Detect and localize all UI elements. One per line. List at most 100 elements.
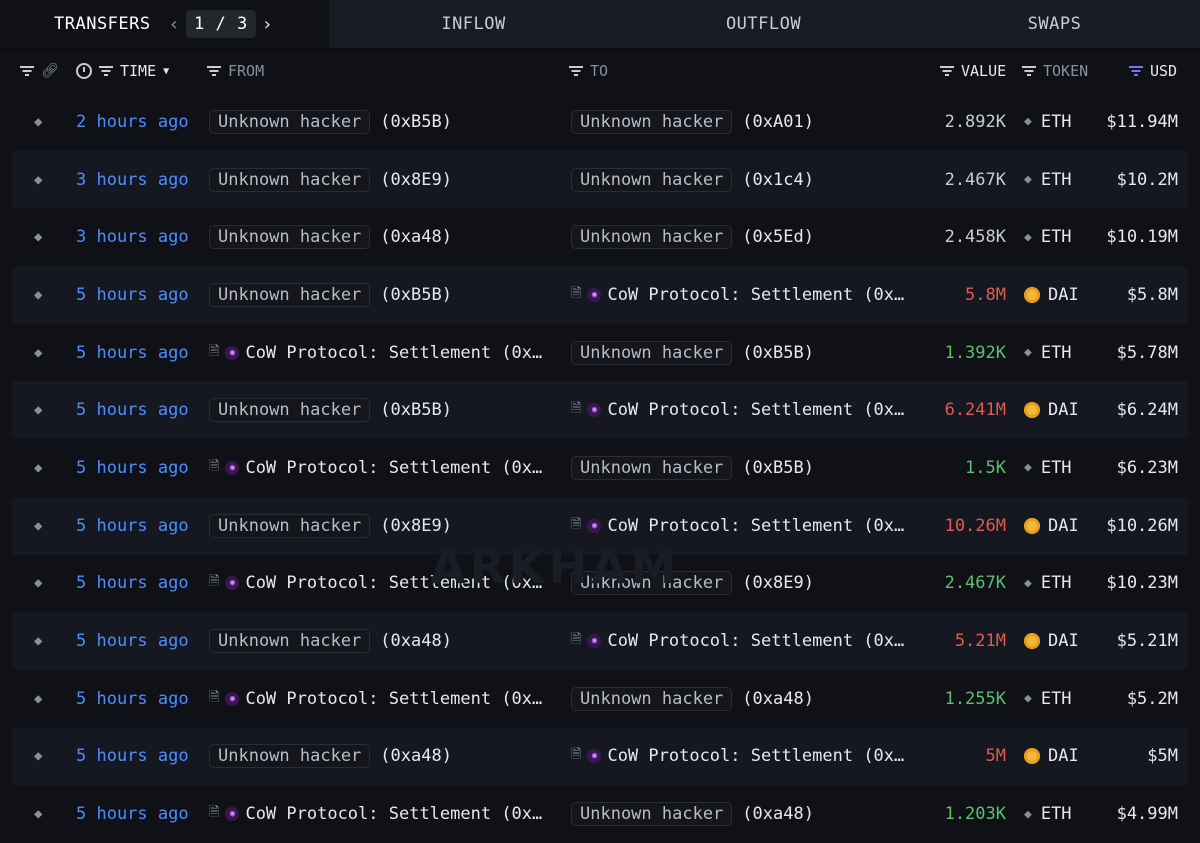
entity-label[interactable]: Unknown hacker: [209, 629, 371, 654]
entity-label[interactable]: Unknown hacker: [209, 225, 371, 250]
time-filter-icon[interactable]: [99, 66, 113, 77]
from-cell[interactable]: Unknown hacker (0xa48): [209, 629, 452, 654]
entity-label[interactable]: CoW Protocol: Settlement (0x…: [245, 457, 543, 478]
table-row[interactable]: ◆ 5 hours ago 🗎 ◉ CoW Protocol: Settlement (…: [12, 439, 1188, 497]
token-cell[interactable]: DAI: [1024, 400, 1079, 420]
from-cell[interactable]: 🗎 ◉ CoW Protocol: Settlement (0x…: [209, 572, 542, 594]
entity-label[interactable]: Unknown hacker: [571, 340, 733, 365]
cow-entity[interactable]: 🗎 ◉ CoW Protocol: Settlement (0x…: [209, 342, 542, 364]
address[interactable]: (0x1c4): [742, 169, 814, 190]
to-cell[interactable]: Unknown hacker (0xB5B): [571, 455, 814, 480]
from-filter-icon[interactable]: [207, 66, 221, 77]
entity-label[interactable]: Unknown hacker: [571, 167, 733, 192]
time-cell[interactable]: 5 hours ago: [76, 457, 189, 478]
token-cell[interactable]: ◆ ETH: [1024, 689, 1072, 709]
next-page-icon[interactable]: ›: [261, 13, 274, 35]
header-value[interactable]: VALUE: [940, 62, 1006, 80]
entity-label[interactable]: Unknown hacker: [571, 455, 733, 480]
entity-label[interactable]: Unknown hacker: [209, 513, 371, 538]
token-cell[interactable]: ◆ ETH: [1024, 343, 1072, 363]
cow-entity[interactable]: 🗎 ◉ CoW Protocol: Settlement (0x…: [571, 515, 904, 537]
entity-label[interactable]: Unknown hacker: [209, 109, 371, 134]
address[interactable]: (0xa48): [742, 804, 814, 825]
from-cell[interactable]: 🗎 ◉ CoW Protocol: Settlement (0x…: [209, 342, 542, 364]
tab-swaps[interactable]: SWAPS: [909, 0, 1200, 48]
address[interactable]: (0xa48): [742, 688, 814, 709]
token-cell[interactable]: ◆ ETH: [1024, 458, 1072, 478]
header-usd[interactable]: USD: [1129, 62, 1177, 80]
cow-entity[interactable]: 🗎 ◉ CoW Protocol: Settlement (0x…: [571, 399, 904, 421]
cow-entity[interactable]: 🗎 ◉ CoW Protocol: Settlement (0x…: [571, 630, 904, 652]
entity-label[interactable]: CoW Protocol: Settlement (0x…: [607, 631, 905, 652]
to-cell[interactable]: Unknown hacker (0x5Ed): [571, 225, 814, 250]
table-row[interactable]: ◆ 5 hours ago Unknown hacker (0xB5B) 🗎 ◉ CoW P…: [12, 381, 1188, 440]
address[interactable]: (0xa48): [380, 746, 452, 767]
from-cell[interactable]: Unknown hacker (0xB5B): [209, 282, 452, 307]
table-row[interactable]: ◆ 5 hours ago Unknown hacker (0xa48) 🗎 ◉ CoW P…: [12, 727, 1188, 786]
table-row[interactable]: ◆ 5 hours ago Unknown hacker (0xa48) 🗎 ◉ CoW P…: [12, 612, 1188, 670]
address[interactable]: (0x8E9): [380, 169, 452, 190]
time-cell[interactable]: 5 hours ago: [76, 573, 189, 594]
time-cell[interactable]: 3 hours ago: [76, 227, 189, 248]
address[interactable]: (0xB5B): [380, 111, 452, 132]
table-row[interactable]: ◆ 3 hours ago Unknown hacker (0xa48) Unknown…: [12, 208, 1188, 266]
token-cell[interactable]: ◆ ETH: [1024, 170, 1072, 190]
address[interactable]: (0x8E9): [380, 515, 452, 536]
token-filter-icon[interactable]: [1022, 66, 1036, 77]
header-token[interactable]: TOKEN: [1022, 62, 1088, 80]
entity-label[interactable]: Unknown hacker: [209, 744, 371, 769]
address[interactable]: (0xB5B): [742, 457, 814, 478]
address[interactable]: (0xa48): [380, 227, 452, 248]
entity-label[interactable]: CoW Protocol: Settlement (0x…: [245, 342, 543, 363]
table-row[interactable]: ◆ 5 hours ago 🗎 ◉ CoW Protocol: Settlement (…: [12, 555, 1188, 613]
entity-label[interactable]: Unknown hacker: [571, 686, 733, 711]
to-cell[interactable]: Unknown hacker (0x8E9): [571, 571, 814, 596]
cow-entity[interactable]: 🗎 ◉ CoW Protocol: Settlement (0x…: [209, 803, 542, 825]
entity-label[interactable]: CoW Protocol: Settlement (0x…: [245, 688, 543, 709]
value-filter-icon[interactable]: [940, 66, 954, 77]
filter-icon[interactable]: [20, 66, 34, 77]
token-cell[interactable]: ◆ ETH: [1024, 227, 1072, 247]
to-cell[interactable]: Unknown hacker (0xa48): [571, 802, 814, 827]
time-cell[interactable]: 5 hours ago: [76, 400, 189, 421]
tab-transfers[interactable]: TRANSFERS ‹ 1 / 3 ›: [0, 0, 330, 48]
to-cell[interactable]: Unknown hacker (0xA01): [571, 109, 814, 134]
from-cell[interactable]: Unknown hacker (0xa48): [209, 744, 452, 769]
cow-entity[interactable]: 🗎 ◉ CoW Protocol: Settlement (0x…: [209, 457, 542, 479]
entity-label[interactable]: CoW Protocol: Settlement (0x…: [607, 515, 905, 536]
to-cell[interactable]: Unknown hacker (0x1c4): [571, 167, 814, 192]
table-row[interactable]: ◆ 5 hours ago 🗎 ◉ CoW Protocol: Settlement (…: [12, 324, 1188, 382]
table-row[interactable]: ◆ 2 hours ago Unknown hacker (0xB5B) Unknown…: [12, 93, 1188, 151]
header-to[interactable]: TO: [569, 62, 608, 80]
token-cell[interactable]: ◆ ETH: [1024, 804, 1072, 824]
time-cell[interactable]: 5 hours ago: [76, 631, 189, 652]
entity-label[interactable]: CoW Protocol: Settlement (0x…: [245, 804, 543, 825]
address[interactable]: (0x5Ed): [742, 227, 814, 248]
table-row[interactable]: ◆ 5 hours ago 🗎 ◉ CoW Protocol: Settlement (…: [12, 670, 1188, 728]
time-cell[interactable]: 5 hours ago: [76, 688, 189, 709]
time-cell[interactable]: 5 hours ago: [76, 342, 189, 363]
entity-label[interactable]: Unknown hacker: [209, 167, 371, 192]
token-cell[interactable]: ◆ ETH: [1024, 573, 1072, 593]
from-cell[interactable]: Unknown hacker (0x8E9): [209, 513, 452, 538]
header-from[interactable]: FROM: [207, 62, 264, 80]
to-cell[interactable]: 🗎 ◉ CoW Protocol: Settlement (0x…: [571, 630, 904, 652]
from-cell[interactable]: Unknown hacker (0xa48): [209, 225, 452, 250]
table-row[interactable]: ◆ 5 hours ago Unknown hacker (0xB5B) 🗎 ◉ CoW P…: [12, 266, 1188, 324]
tab-inflow[interactable]: INFLOW: [329, 0, 619, 48]
address[interactable]: (0xa48): [380, 631, 452, 652]
entity-label[interactable]: CoW Protocol: Settlement (0x…: [607, 400, 905, 421]
usd-filter-icon[interactable]: [1129, 66, 1143, 77]
entity-label[interactable]: Unknown hacker: [209, 398, 371, 423]
from-cell[interactable]: 🗎 ◉ CoW Protocol: Settlement (0x…: [209, 803, 542, 825]
entity-label[interactable]: CoW Protocol: Settlement (0x…: [607, 746, 905, 767]
cow-entity[interactable]: 🗎 ◉ CoW Protocol: Settlement (0x…: [571, 745, 904, 767]
from-cell[interactable]: Unknown hacker (0xB5B): [209, 109, 452, 134]
to-filter-icon[interactable]: [569, 66, 583, 77]
tab-outflow[interactable]: OUTFLOW: [618, 0, 910, 48]
entity-label[interactable]: CoW Protocol: Settlement (0x…: [607, 284, 905, 305]
entity-label[interactable]: Unknown hacker: [571, 802, 733, 827]
token-cell[interactable]: DAI: [1024, 746, 1079, 766]
entity-label[interactable]: Unknown hacker: [571, 225, 733, 250]
from-cell[interactable]: 🗎 ◉ CoW Protocol: Settlement (0x…: [209, 457, 542, 479]
